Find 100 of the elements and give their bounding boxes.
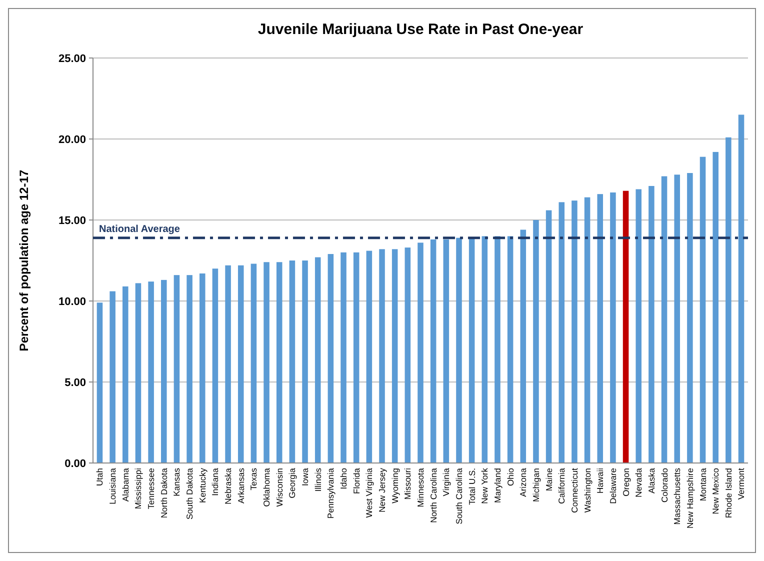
x-tick-label: New Mexico: [710, 468, 721, 514]
x-tick-label: Nebraska: [223, 468, 234, 504]
x-tick-label: Kansas: [172, 468, 182, 496]
bar: [199, 273, 206, 463]
x-tick-label: Total U.S.: [466, 468, 477, 505]
bar: [726, 137, 732, 463]
x-tick-label: North Dakota: [158, 468, 169, 518]
x-tick-label: Iowa: [300, 468, 310, 486]
x-tick-label: Virginia: [441, 468, 452, 496]
bar: [96, 302, 103, 463]
bar: [264, 262, 270, 463]
bar: [289, 260, 296, 463]
bar: [418, 242, 424, 463]
bar: [712, 152, 718, 463]
x-tick-label: Wyoming: [390, 468, 400, 504]
bar: [610, 192, 616, 463]
bar: [328, 254, 334, 463]
bar: [738, 114, 744, 463]
x-tick-label: Montana: [698, 468, 708, 502]
bar: [546, 210, 552, 463]
x-tick-label: Minnesota: [415, 468, 426, 508]
x-tick-label: Maine: [544, 468, 554, 492]
x-tick-label: Nevada: [634, 468, 644, 498]
x-tick-label: Rhode Island: [723, 468, 734, 518]
bar: [340, 252, 346, 463]
x-tick-label: Massachusetts: [672, 468, 682, 525]
y-tick-label: 0.00: [64, 458, 86, 470]
x-tick-label: California: [556, 468, 567, 504]
x-tick-label: Washington: [582, 468, 592, 513]
y-tick-label: 25.00: [58, 52, 86, 65]
x-tick-label: North Carolina: [428, 468, 438, 523]
x-tick-label: Pennsylvania: [326, 468, 336, 519]
x-tick-label: Missouri: [402, 468, 413, 500]
bar: [225, 265, 231, 463]
x-tick-label: Maryland: [492, 468, 502, 503]
x-tick-label: Wisconsin: [274, 468, 284, 507]
x-tick-label: New Jersey: [376, 467, 387, 512]
x-tick-label: West Virginia: [364, 468, 374, 518]
bar: [314, 257, 321, 463]
bar: [648, 186, 654, 463]
bar: [456, 238, 462, 463]
ref-line-label: National Average: [99, 224, 180, 235]
x-tick-label: Ohio: [505, 468, 516, 486]
bar: [276, 262, 282, 463]
x-tick-label: New York: [480, 467, 490, 504]
x-tick-label: Alaska: [646, 468, 656, 494]
bar: [622, 190, 629, 463]
bar: [174, 275, 180, 463]
x-tick-label: Vermont: [736, 467, 746, 500]
bar: [379, 249, 385, 463]
x-tick-label: Florida: [351, 468, 362, 494]
bar: [558, 202, 565, 463]
bar: [700, 156, 706, 463]
bar: [110, 291, 116, 463]
y-tick-label: 5.00: [64, 376, 86, 389]
x-tick-label: Utah: [94, 468, 105, 486]
x-tick-label: Colorado: [659, 468, 670, 502]
bar: [636, 189, 642, 463]
x-tick-label: Mississippi: [133, 468, 144, 510]
bar: [392, 249, 398, 463]
y-tick-label: 15.00: [58, 214, 86, 227]
bar: [238, 265, 244, 463]
bar: [468, 238, 475, 463]
bar: [430, 239, 436, 463]
x-tick-label: Oregon: [620, 468, 631, 496]
bar: [533, 220, 539, 463]
x-tick-label: Michigan: [530, 468, 541, 502]
bar: [302, 260, 308, 463]
bar: [572, 200, 578, 463]
x-tick-label: Texas: [248, 468, 259, 490]
x-tick-label: Georgia: [287, 468, 298, 498]
bar: [494, 236, 500, 463]
x-tick-label: Illinois: [312, 468, 323, 492]
bar: [161, 280, 167, 463]
bar: [687, 173, 693, 463]
bar: [353, 252, 360, 463]
bar: [482, 236, 488, 463]
x-tick-label: Connecticut: [569, 467, 580, 513]
y-axis-title: Percent of population age 12-17: [17, 169, 31, 352]
bar: [443, 239, 450, 463]
x-tick-label: South Carolina: [454, 468, 464, 524]
x-tick-label: Arizona: [518, 468, 528, 497]
x-tick-label: New Hampshire: [684, 468, 695, 528]
x-tick-label: Oklahoma: [262, 468, 272, 507]
bar: [122, 286, 128, 463]
x-tick-label: Kentucky: [197, 467, 208, 503]
y-tick-label: 10.00: [58, 296, 86, 308]
x-tick-label: Tennessee: [146, 468, 156, 510]
y-tick-label: 20.00: [58, 134, 86, 146]
bar: [212, 268, 218, 463]
bar: [597, 194, 604, 463]
x-tick-label: Arkansas: [236, 468, 246, 504]
x-tick-label: Indiana: [210, 468, 220, 496]
bar: [250, 264, 257, 463]
bar: [366, 250, 372, 463]
chart-title: Juvenile Marijuana Use Rate in Past One-year: [258, 21, 584, 38]
x-tick-label: Louisiana: [108, 468, 118, 504]
bar: [148, 282, 154, 463]
bar: [135, 283, 142, 463]
x-tick-label: Alabama: [120, 468, 130, 502]
